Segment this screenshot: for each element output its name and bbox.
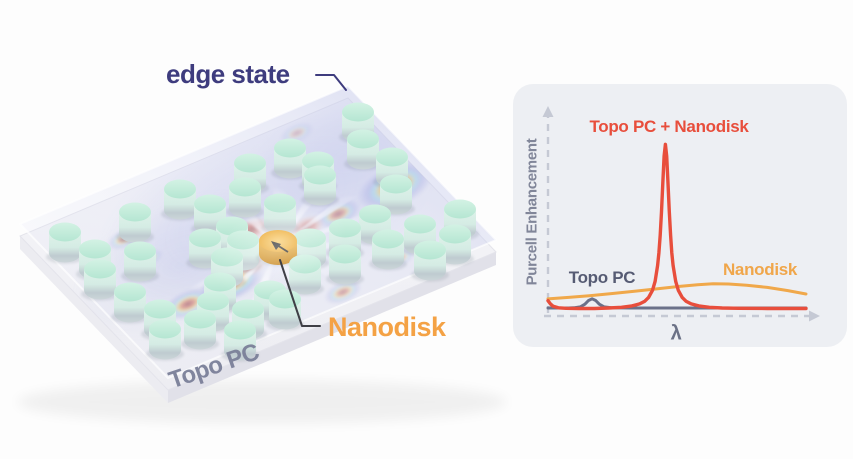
lattice-pillar-top xyxy=(404,214,436,234)
lattice-pillar xyxy=(226,177,264,219)
lattice-pillar xyxy=(121,241,159,283)
lattice-pillar-top xyxy=(414,240,446,260)
lattice-pillar-top xyxy=(149,319,181,339)
series-label-topo-pc-nanodisk: Topo PC + Nanodisk xyxy=(589,117,749,136)
lattice-pillar xyxy=(161,179,199,221)
lattice-pillar xyxy=(369,229,407,271)
lattice-pillar xyxy=(81,259,119,301)
lattice-pillar xyxy=(46,222,84,264)
nanodisk-pointer xyxy=(279,259,321,327)
lattice-pillar xyxy=(266,289,304,331)
lattice-pillar-top xyxy=(302,151,334,171)
lattice-pillar-top xyxy=(79,239,111,259)
x-axis-arrow xyxy=(809,310,820,322)
topo-pc-scene-svg xyxy=(17,74,507,424)
curve-nanodisk xyxy=(546,282,808,301)
lattice-pillar-top xyxy=(372,229,404,249)
lattice-pillar-top xyxy=(274,138,306,158)
lattice-pillar-top xyxy=(444,199,476,219)
edge-state-pointer xyxy=(315,74,347,91)
lattice-pillar-top xyxy=(114,282,146,302)
lattice-pillar-top xyxy=(189,228,221,248)
lattice-pillar-top xyxy=(439,224,471,244)
lattice-pillar-top xyxy=(184,309,216,329)
y-axis-arrow xyxy=(542,106,554,117)
lattice-pillar-top xyxy=(347,129,379,149)
lattice-pillar-top xyxy=(84,259,116,279)
curve-topo-pc xyxy=(546,297,808,310)
lattice-pillar xyxy=(344,129,382,171)
lattice-pillar xyxy=(181,309,219,351)
edge-state-label: edge state xyxy=(166,59,290,89)
lattice-pillar-top xyxy=(234,153,266,173)
lattice-pillar-top xyxy=(119,202,151,222)
lattice-pillar xyxy=(221,320,259,362)
lattice-pillar-top xyxy=(194,194,226,214)
slab-side-right xyxy=(168,252,496,403)
lattice-pillar-top xyxy=(304,165,336,185)
nanodisk-label: Nanodisk xyxy=(328,312,446,342)
lattice-pillar xyxy=(111,282,149,324)
slab-ground-shadow xyxy=(17,380,507,424)
lattice-pillar-top xyxy=(49,222,81,242)
lattice-pillar-top xyxy=(124,241,156,261)
lattice-pillar xyxy=(411,240,449,282)
lattice-pillar xyxy=(186,228,224,270)
y-axis-label: Purcell Enhancement xyxy=(523,138,541,286)
lattice-pillar xyxy=(116,202,154,244)
purcell-chart-svg xyxy=(542,106,820,322)
lattice-pillar-top xyxy=(376,147,408,167)
lattice-pillar xyxy=(146,319,184,361)
lattice-pillar-top xyxy=(342,102,374,122)
series-label-topo-pc: Topo PC xyxy=(568,268,636,287)
lattice-pillar xyxy=(301,165,339,207)
lattice-pillar-top xyxy=(144,299,176,319)
curve-topo-pc-nanodisk xyxy=(546,142,808,311)
lattice-pillar-top xyxy=(164,179,196,199)
lattice-pillar-top xyxy=(359,204,391,224)
lattice-pillar-top xyxy=(229,177,261,197)
x-axis-label: λ xyxy=(670,322,682,345)
slab-side-left xyxy=(20,236,168,403)
purcell-chart-card: Purcell Enhancement λ Topo PC + Nanodisk… xyxy=(513,84,847,347)
topo-pc-illustration: edge state Nanodisk Topo PC xyxy=(17,59,507,424)
lattice-pillar xyxy=(271,138,309,180)
lattice-pillar-top xyxy=(224,320,256,340)
lattice-pillar-top xyxy=(197,291,229,311)
series-label-nanodisk: Nanodisk xyxy=(722,260,798,279)
nanodisk-haze xyxy=(209,198,347,298)
lattice-pillar-top xyxy=(232,299,264,319)
lattice-pillar-top xyxy=(380,174,412,194)
